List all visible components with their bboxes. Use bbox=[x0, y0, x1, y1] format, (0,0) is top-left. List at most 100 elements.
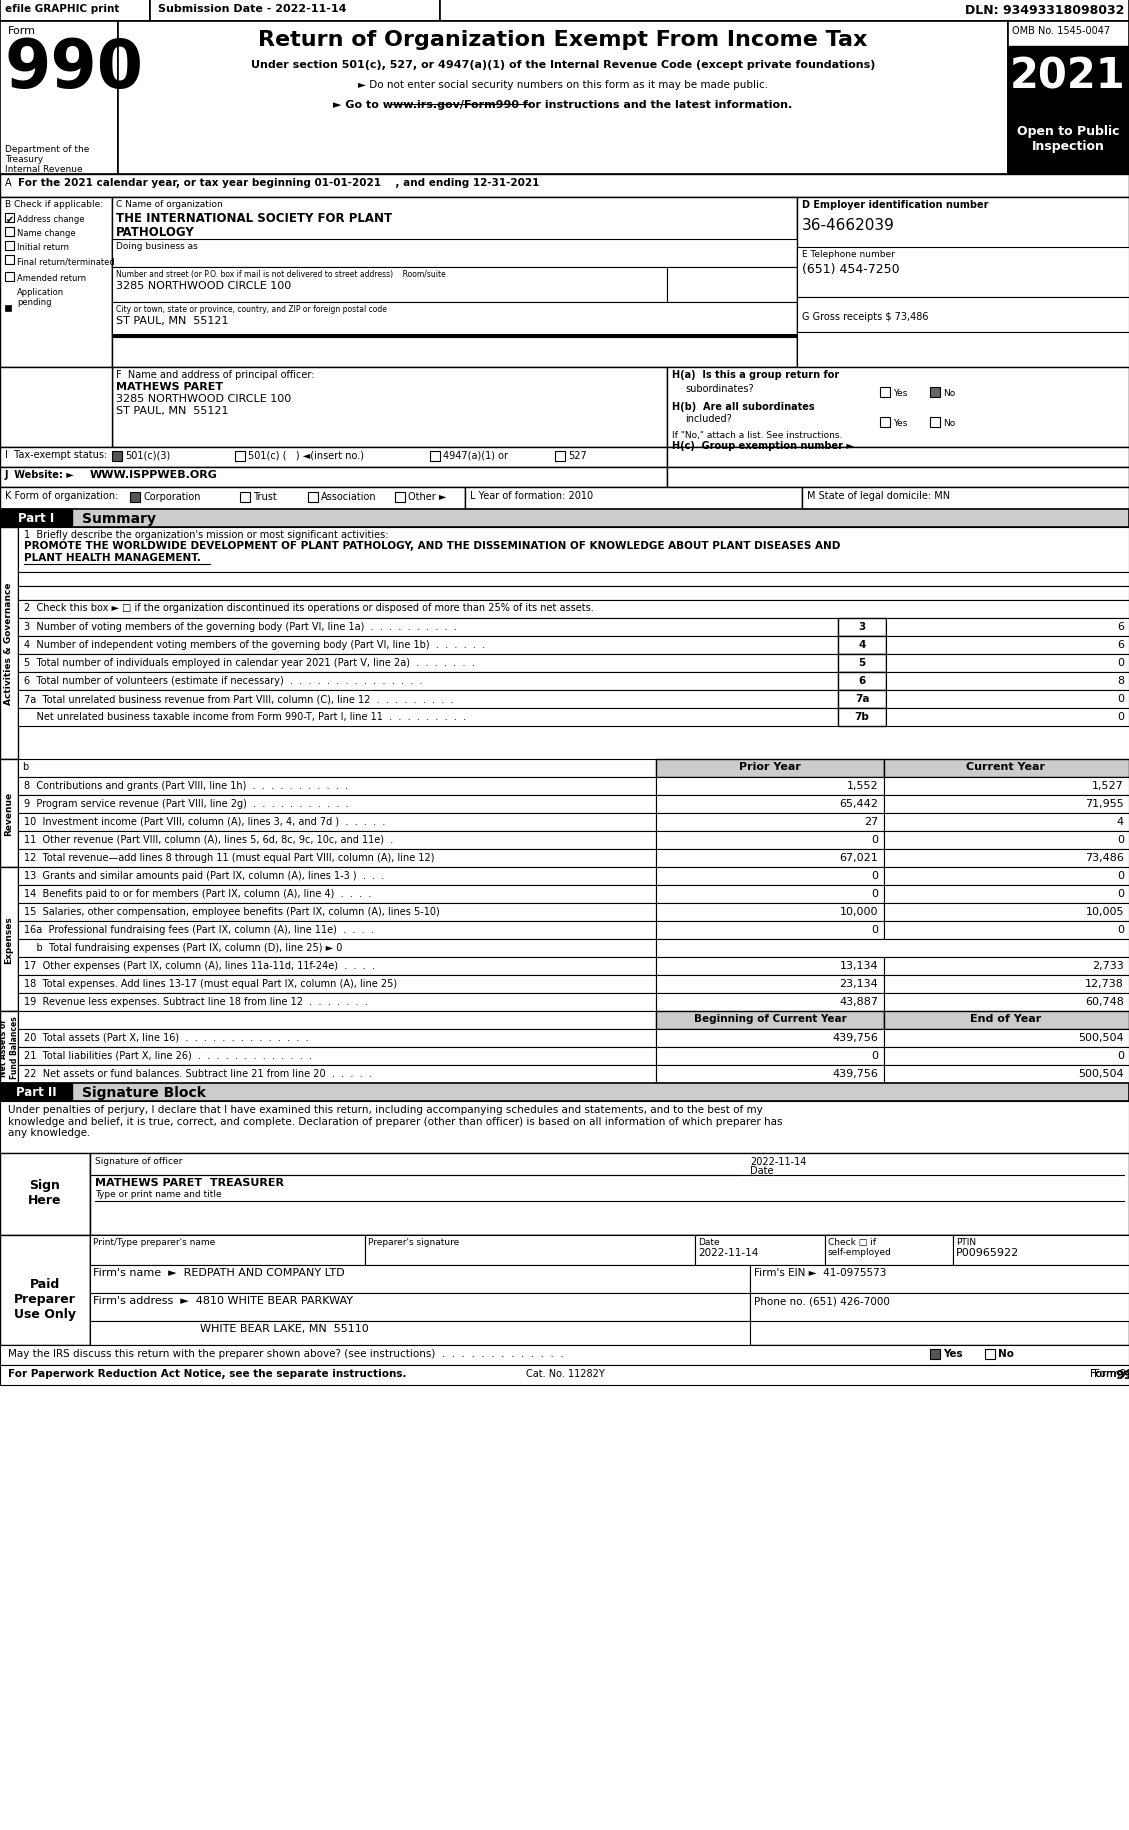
Text: City or town, state or province, country, and ZIP or foreign postal code: City or town, state or province, country… bbox=[116, 306, 387, 313]
Text: 0: 0 bbox=[1117, 924, 1124, 935]
Text: Open to Public
Inspection: Open to Public Inspection bbox=[1017, 124, 1119, 154]
Text: 0: 0 bbox=[870, 1050, 878, 1060]
Text: 21  Total liabilities (Part X, line 26)  .  .  .  .  .  .  .  .  .  .  .  .  .: 21 Total liabilities (Part X, line 26) .… bbox=[24, 1050, 312, 1060]
Bar bbox=[0, 511, 1129, 527]
Bar bbox=[0, 1083, 1129, 1102]
Text: 6: 6 bbox=[858, 675, 866, 686]
Bar bbox=[886, 673, 1129, 690]
Text: 2021: 2021 bbox=[1010, 55, 1126, 97]
Bar bbox=[18, 814, 656, 831]
Text: 10,000: 10,000 bbox=[840, 906, 878, 917]
Bar bbox=[838, 708, 886, 727]
Bar bbox=[5, 229, 14, 236]
Text: Firm's EIN ►  41-0975573: Firm's EIN ► 41-0975573 bbox=[754, 1268, 886, 1277]
Bar bbox=[884, 778, 1129, 796]
Text: OMB No. 1545-0047: OMB No. 1545-0047 bbox=[1012, 26, 1110, 37]
Text: self-employed: self-employed bbox=[828, 1248, 892, 1257]
Bar bbox=[879, 388, 890, 397]
Bar bbox=[886, 637, 1129, 655]
Text: Treasury: Treasury bbox=[5, 156, 43, 165]
Bar bbox=[884, 1012, 1129, 1030]
Bar bbox=[656, 1065, 884, 1083]
Text: No: No bbox=[998, 1349, 1014, 1358]
Text: C Name of organization: C Name of organization bbox=[116, 199, 222, 209]
Bar bbox=[0, 511, 72, 527]
Bar bbox=[112, 267, 667, 302]
Text: Current Year: Current Year bbox=[966, 761, 1045, 772]
Bar bbox=[886, 690, 1129, 708]
Bar bbox=[18, 637, 838, 655]
Bar bbox=[18, 527, 1129, 573]
Text: 10,005: 10,005 bbox=[1085, 906, 1124, 917]
Text: b  Total fundraising expenses (Part IX, column (D), line 25) ► 0: b Total fundraising expenses (Part IX, c… bbox=[24, 942, 342, 952]
Bar bbox=[656, 957, 884, 975]
Bar bbox=[930, 388, 940, 397]
Text: Date: Date bbox=[698, 1237, 719, 1246]
Text: Type or print name and title: Type or print name and title bbox=[95, 1190, 221, 1199]
Bar bbox=[18, 778, 656, 796]
Bar bbox=[984, 1349, 995, 1360]
Bar bbox=[656, 939, 1129, 957]
Bar bbox=[838, 619, 886, 637]
Text: I  Tax-exempt status:: I Tax-exempt status: bbox=[5, 450, 107, 459]
Text: 7b: 7b bbox=[855, 712, 869, 721]
Bar bbox=[119, 22, 1008, 176]
Text: 13,134: 13,134 bbox=[839, 961, 878, 970]
Text: 65,442: 65,442 bbox=[839, 798, 878, 809]
Bar bbox=[825, 1235, 953, 1265]
Text: 1,527: 1,527 bbox=[1092, 781, 1124, 791]
Text: PTIN: PTIN bbox=[956, 1237, 977, 1246]
Bar bbox=[308, 492, 318, 503]
Bar bbox=[18, 619, 838, 637]
Bar bbox=[90, 1235, 1129, 1345]
Bar bbox=[656, 1047, 884, 1065]
Text: E Telephone number: E Telephone number bbox=[802, 251, 895, 258]
Text: Yes: Yes bbox=[893, 388, 908, 397]
Text: 0: 0 bbox=[1117, 694, 1124, 703]
Bar bbox=[802, 489, 1129, 511]
Text: 0: 0 bbox=[1117, 871, 1124, 880]
Bar bbox=[879, 417, 890, 428]
Text: 71,955: 71,955 bbox=[1085, 798, 1124, 809]
Text: Yes: Yes bbox=[893, 419, 908, 428]
Text: Cat. No. 11282Y: Cat. No. 11282Y bbox=[526, 1369, 604, 1378]
Text: Check □ if: Check □ if bbox=[828, 1237, 876, 1246]
Text: Firm's name  ►  REDPATH AND COMPANY LTD: Firm's name ► REDPATH AND COMPANY LTD bbox=[93, 1268, 344, 1277]
Text: 501(c) (   ) ◄(insert no.): 501(c) ( ) ◄(insert no.) bbox=[248, 450, 364, 461]
Bar bbox=[667, 267, 797, 302]
Bar bbox=[240, 492, 250, 503]
Text: Form: Form bbox=[8, 26, 36, 37]
Text: K Form of organization:: K Form of organization: bbox=[5, 490, 119, 501]
Bar bbox=[90, 1235, 365, 1265]
Text: Internal Revenue: Internal Revenue bbox=[5, 165, 82, 174]
Text: Return of Organization Exempt From Income Tax: Return of Organization Exempt From Incom… bbox=[259, 29, 868, 49]
Text: 20  Total assets (Part X, line 16)  .  .  .  .  .  .  .  .  .  .  .  .  .  .: 20 Total assets (Part X, line 16) . . . … bbox=[24, 1032, 308, 1043]
Bar bbox=[656, 867, 884, 886]
Bar bbox=[0, 527, 18, 759]
Text: 0: 0 bbox=[1117, 1050, 1124, 1060]
Text: Submission Date - 2022-11-14: Submission Date - 2022-11-14 bbox=[158, 4, 347, 15]
Text: Yes: Yes bbox=[943, 1349, 963, 1358]
Bar bbox=[0, 1012, 18, 1083]
Bar bbox=[656, 796, 884, 814]
Text: MATHEWS PARET  TREASURER: MATHEWS PARET TREASURER bbox=[95, 1177, 285, 1188]
Bar bbox=[886, 708, 1129, 727]
Text: 0: 0 bbox=[1117, 889, 1124, 899]
Bar bbox=[1008, 115, 1129, 176]
Bar bbox=[90, 1265, 750, 1294]
Bar bbox=[884, 922, 1129, 939]
Bar bbox=[0, 22, 119, 176]
Text: efile GRAPHIC print: efile GRAPHIC print bbox=[5, 4, 120, 15]
Text: (651) 454-7250: (651) 454-7250 bbox=[802, 264, 900, 276]
Bar bbox=[18, 1047, 656, 1065]
Text: 22  Net assets or fund balances. Subtract line 21 from line 20  .  .  .  .  .: 22 Net assets or fund balances. Subtract… bbox=[24, 1069, 371, 1078]
Text: Department of the: Department of the bbox=[5, 145, 89, 154]
Bar bbox=[112, 335, 797, 339]
Text: J  Website: ►: J Website: ► bbox=[5, 470, 75, 479]
Bar bbox=[18, 957, 656, 975]
Bar bbox=[838, 673, 886, 690]
Bar bbox=[18, 922, 656, 939]
Bar bbox=[130, 492, 140, 503]
Text: 9  Program service revenue (Part VIII, line 2g)  .  .  .  .  .  .  .  .  .  .  .: 9 Program service revenue (Part VIII, li… bbox=[24, 798, 349, 809]
Bar bbox=[18, 1030, 656, 1047]
